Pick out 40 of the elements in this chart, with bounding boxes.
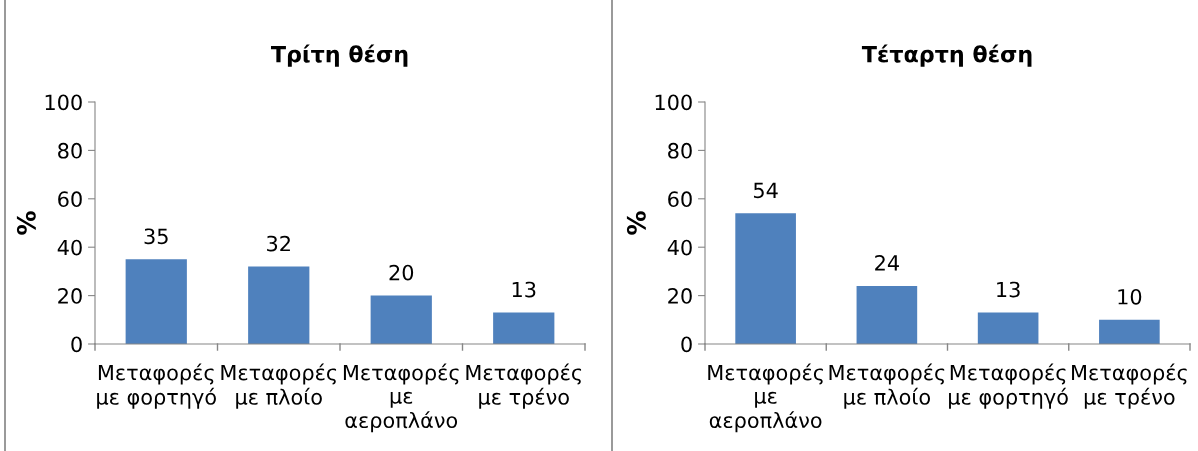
x-tick-label: Μεταφορές με φορτηγό: [97, 363, 216, 409]
chart-title: Τέταρτη θέση: [861, 44, 1032, 67]
data-label: 32: [267, 235, 290, 252]
y-tick-label: 100: [45, 94, 82, 111]
data-label: 13: [512, 281, 536, 298]
y-tick-label: 40: [667, 239, 692, 256]
y-tick-label: 0: [71, 336, 82, 353]
x-tick-label: Μεταφορές με πλοίο: [829, 363, 945, 409]
y-tick-label: 100: [655, 94, 692, 111]
data-label: 54: [753, 182, 778, 199]
y-axis-title: %: [16, 211, 36, 235]
data-label: 35: [144, 228, 168, 245]
y-axis-title: %: [626, 211, 646, 235]
x-tick-label: Μεταφορές με τρένο: [1072, 363, 1187, 409]
x-tick-label: Μεταφορές με αεροπλάνο: [708, 363, 823, 433]
bar: [735, 213, 796, 344]
bar: [370, 295, 432, 344]
bar: [248, 266, 310, 344]
x-tick-label: Μεταφορές με αεροπλάνο: [343, 363, 459, 433]
bar: [125, 259, 187, 344]
bar: [856, 285, 918, 344]
y-tick-label: 0: [681, 336, 692, 353]
y-tick-label: 20: [58, 288, 82, 304]
y-tick-label: 80: [668, 142, 692, 159]
x-tick-label: Μεταφορές με φορτηγό: [949, 363, 1068, 409]
data-label: 24: [875, 255, 899, 271]
data-label: 13: [997, 281, 1020, 298]
chart-title: Τρίτη θέση: [270, 44, 408, 67]
y-tick-label: 60: [668, 191, 692, 208]
data-label: 10: [1118, 288, 1142, 305]
x-tick-label: Μεταφορές με πλοίο: [221, 363, 337, 409]
y-tick-label: 20: [668, 288, 692, 304]
bar: [493, 312, 555, 344]
bar: [977, 312, 1039, 344]
data-label: 20: [389, 264, 414, 281]
y-tick-label: 40: [57, 239, 82, 256]
bar: [1099, 319, 1160, 344]
x-tick-label: Μεταφορές με τρένο: [466, 363, 582, 409]
y-tick-label: 60: [58, 191, 82, 208]
y-tick-label: 80: [58, 142, 82, 159]
